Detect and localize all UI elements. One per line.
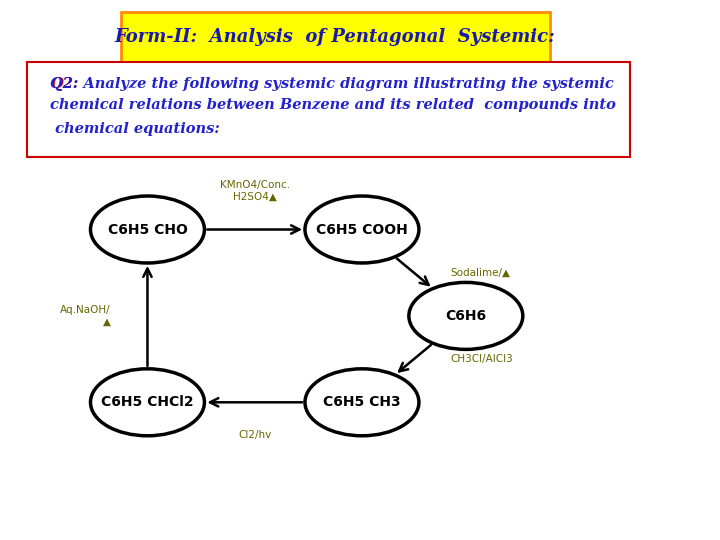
Ellipse shape — [91, 369, 204, 436]
Text: C6H5 COOH: C6H5 COOH — [316, 222, 408, 237]
Ellipse shape — [91, 196, 204, 263]
Ellipse shape — [409, 282, 523, 349]
Text: chemical relations between Benzene and its related  compounds into: chemical relations between Benzene and i… — [50, 98, 616, 112]
Text: Q2: Analyze the following systemic diagram illustrating the systemic: Q2: Analyze the following systemic diagr… — [50, 77, 614, 91]
Text: Sodalime/▲: Sodalime/▲ — [451, 268, 510, 278]
Text: C6H5 CH3: C6H5 CH3 — [323, 395, 401, 409]
Text: C6H5 CHO: C6H5 CHO — [107, 222, 187, 237]
Text: C6H6: C6H6 — [445, 309, 487, 323]
Ellipse shape — [305, 196, 419, 263]
Text: KMnO4/Conc.
H2SO4▲: KMnO4/Conc. H2SO4▲ — [220, 180, 289, 201]
Text: C6H5 CHCl2: C6H5 CHCl2 — [101, 395, 194, 409]
Text: Q2:: Q2: — [50, 77, 78, 91]
Text: CH3Cl/AlCl3: CH3Cl/AlCl3 — [451, 354, 513, 364]
Ellipse shape — [305, 369, 419, 436]
Text: Form-II:  Analysis  of Pentagonal  Systemic:: Form-II: Analysis of Pentagonal Systemic… — [114, 28, 556, 46]
Text: chemical equations:: chemical equations: — [50, 122, 220, 136]
Text: Aq.NaOH/
▲: Aq.NaOH/ ▲ — [60, 305, 111, 327]
Text: Cl2/hv: Cl2/hv — [238, 430, 271, 441]
FancyBboxPatch shape — [121, 12, 549, 62]
FancyBboxPatch shape — [27, 62, 630, 157]
